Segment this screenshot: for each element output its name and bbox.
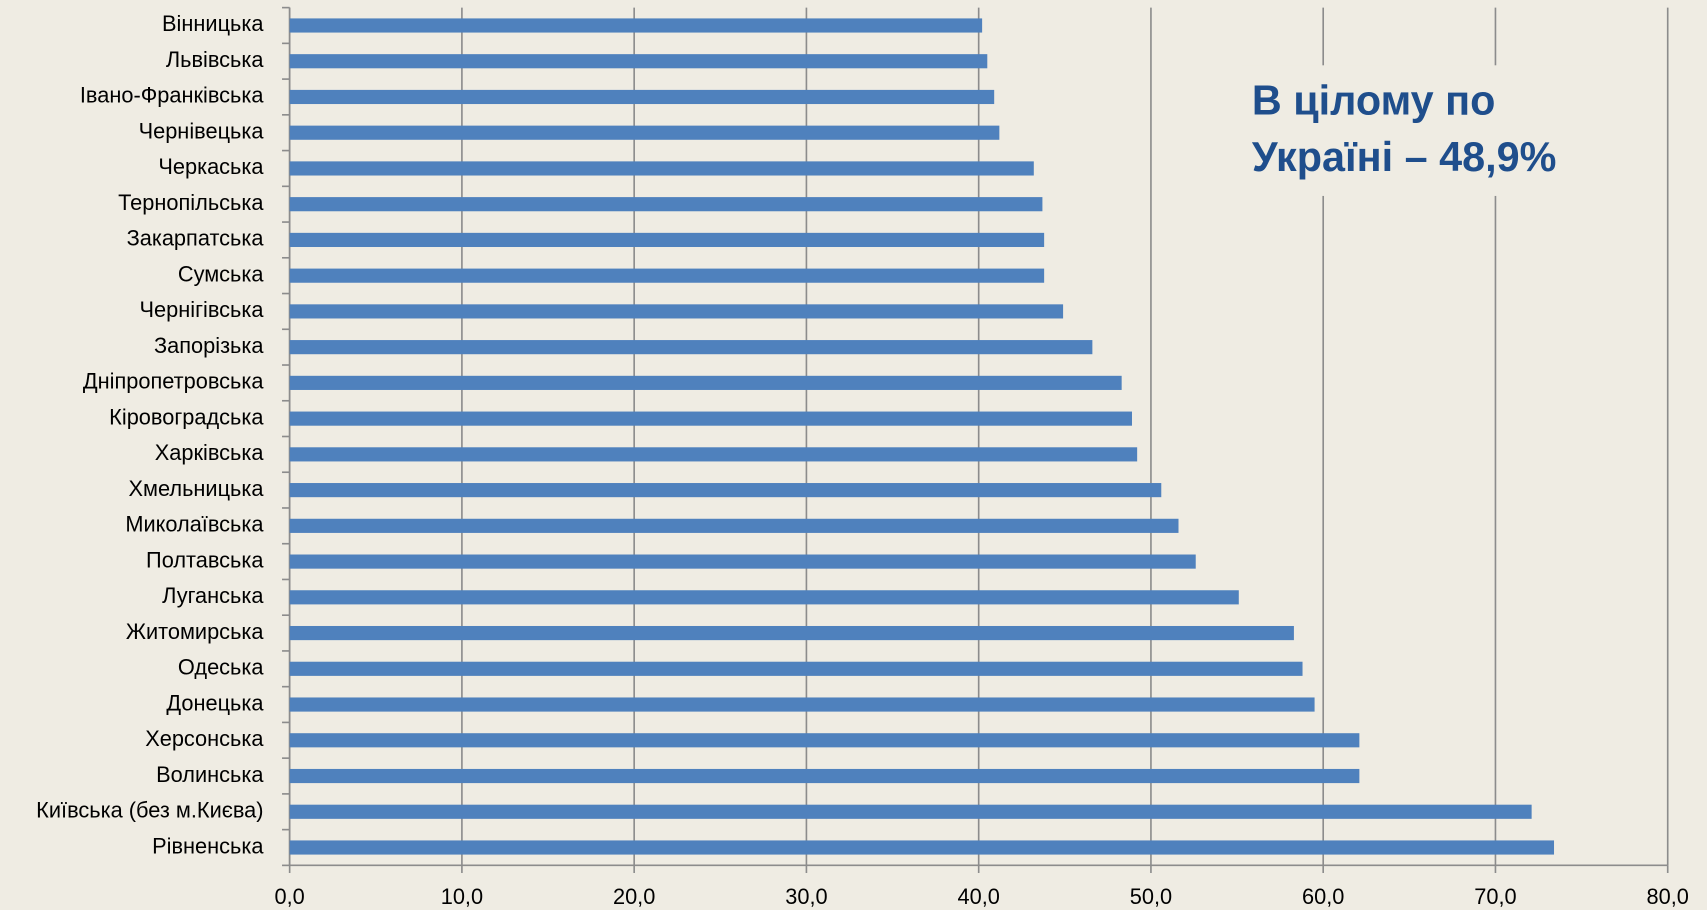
bar <box>289 661 1303 676</box>
bar <box>289 197 1043 212</box>
x-tick-label: 30,0 <box>785 884 827 909</box>
annotation: Україні – 48,9% <box>1252 134 1556 180</box>
bar <box>289 411 1132 426</box>
bar <box>289 304 1064 319</box>
y-tick-label: Київська (без м.Києва) <box>36 798 263 823</box>
x-tick-label: 60,0 <box>1302 884 1344 909</box>
bar <box>289 447 1138 462</box>
y-tick-label: Миколаївська <box>125 512 264 537</box>
y-tick-label: Чернігівська <box>140 297 265 322</box>
bar <box>289 232 1045 248</box>
bar <box>289 125 1000 140</box>
y-tick-label: Івано-Франківська <box>80 83 265 108</box>
x-tick-label: 10,0 <box>441 884 483 909</box>
bar <box>289 89 995 105</box>
y-tick-label: Житомирська <box>126 619 265 644</box>
bar <box>289 554 1196 569</box>
y-tick-label: Вінницька <box>162 11 264 36</box>
x-tick-label: 0,0 <box>275 884 305 909</box>
y-tick-label: Дніпропетровська <box>83 369 264 394</box>
bar <box>289 18 983 33</box>
y-tick-label: Полтавська <box>146 547 264 572</box>
y-tick-label: Донецька <box>166 690 264 715</box>
bar <box>289 518 1179 533</box>
x-tick-label: 50,0 <box>1130 884 1172 909</box>
x-tick-label: 70,0 <box>1474 884 1516 909</box>
y-tick-label: Тернопільська <box>118 190 264 215</box>
bar <box>289 54 988 69</box>
y-tick-label: Сумська <box>178 261 265 286</box>
bar <box>289 483 1162 498</box>
y-tick-label: Черкаська <box>158 154 264 179</box>
y-tick-label: Луганська <box>162 583 264 608</box>
y-tick-label: Кіровоградська <box>109 404 264 429</box>
bar <box>289 268 1045 283</box>
y-tick-label: Рівненська <box>152 833 264 858</box>
bar <box>289 697 1315 712</box>
y-tick-label: Харківська <box>155 440 265 465</box>
bar <box>289 375 1122 390</box>
y-tick-label: Херсонська <box>145 726 264 751</box>
bar <box>289 840 1555 855</box>
y-tick-label: Волинська <box>156 762 264 787</box>
annotation: В цілому по <box>1252 77 1496 123</box>
bar <box>289 161 1034 176</box>
bar <box>289 340 1093 355</box>
x-tick-label: 20,0 <box>613 884 655 909</box>
x-tick-label: 80,0 <box>1647 884 1689 909</box>
bar <box>289 590 1239 605</box>
annotation-background <box>1241 65 1612 196</box>
y-tick-label: Львівська <box>166 47 265 72</box>
bar <box>289 625 1294 641</box>
y-tick-label: Закарпатська <box>127 226 265 251</box>
bar <box>289 768 1360 784</box>
bar <box>289 804 1532 819</box>
x-tick-label: 40,0 <box>957 884 999 909</box>
y-tick-label: Запорізька <box>154 333 264 358</box>
y-tick-label: Хмельницька <box>129 476 265 501</box>
bar <box>289 733 1360 748</box>
y-tick-label: Чернівецька <box>139 118 265 143</box>
y-tick-label: Одеська <box>178 655 264 680</box>
